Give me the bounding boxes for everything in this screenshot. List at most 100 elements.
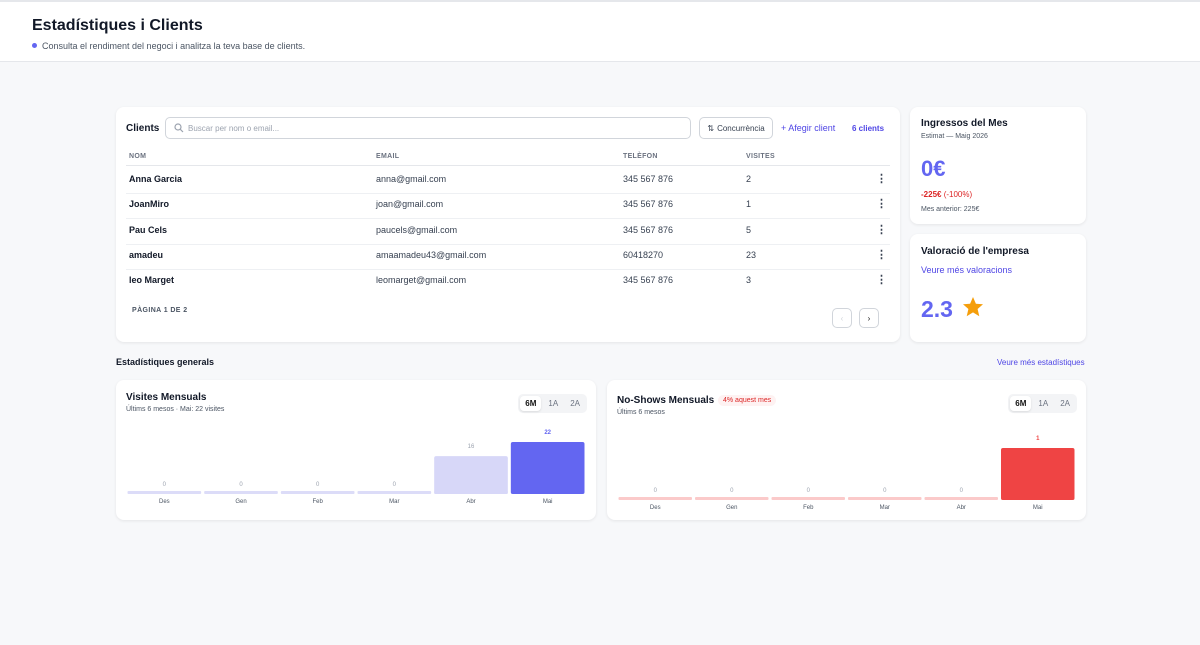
bar-baseline xyxy=(280,491,355,494)
table-cell: 345 567 876 xyxy=(623,199,674,210)
bar-chart: 0 Des 0 Gen 0 Feb 0 Mar 16 Abr 22 Mai xyxy=(127,430,585,505)
rating-title: Valoració de l'empresa xyxy=(921,246,1029,257)
x-tick-label: Mai xyxy=(1033,505,1043,511)
range-option[interactable]: 2A xyxy=(570,399,580,408)
table-cell: 345 567 876 xyxy=(623,224,674,235)
range-option[interactable]: 1A xyxy=(1038,399,1049,408)
bar-baseline xyxy=(848,497,922,500)
bar-baseline xyxy=(357,491,432,494)
rating-value: 2.3 xyxy=(921,296,953,322)
table-cell: Anna Garcia xyxy=(129,174,183,184)
income-change-pct: (-100%) xyxy=(943,190,973,199)
next-page[interactable]: › xyxy=(859,308,879,328)
sort-label: Concurrència xyxy=(717,123,765,133)
column-header: TELÈFON xyxy=(623,153,658,160)
search-placeholder: Buscar per nom o email... xyxy=(188,123,280,133)
prev-page[interactable]: ‹ xyxy=(832,308,852,328)
search-input[interactable]: Buscar per nom o email... xyxy=(165,117,691,139)
chart-title: Visites Mensuals xyxy=(126,392,207,403)
range-option[interactable]: 6M xyxy=(1010,396,1032,411)
value-label: 0 xyxy=(163,482,167,488)
value-label: 0 xyxy=(960,488,964,494)
row-divider xyxy=(126,193,890,194)
table-cell: paucels@gmail.com xyxy=(376,224,458,235)
bar-chart: 0 Des 0 Gen 0 Feb 0 Mar 0 Abr 1 Mai xyxy=(618,436,1075,511)
table-cell: amadeu xyxy=(129,249,164,260)
bar-baseline xyxy=(771,497,845,500)
sort-button[interactable]: ⇅ Concurrència xyxy=(699,117,773,139)
column-header: EMAIL xyxy=(376,153,400,160)
value-label: 0 xyxy=(730,488,734,494)
bar xyxy=(510,442,585,494)
row-menu[interactable]: ⋮ xyxy=(876,248,887,261)
value-label: 0 xyxy=(316,482,320,488)
row-menu[interactable]: ⋮ xyxy=(876,274,887,287)
header-divider xyxy=(126,165,890,166)
range-selector: 6M 1A 2A xyxy=(1008,394,1077,413)
x-tick-label: Feb xyxy=(803,505,814,511)
bar-baseline xyxy=(924,497,998,500)
chart-badge: 4% aquest mes xyxy=(718,395,777,406)
bar-baseline xyxy=(618,497,692,500)
x-tick-label: Mai xyxy=(543,499,553,505)
income-card: Ingressos del Mes Estimat — Maig 2026 0€… xyxy=(910,107,1086,224)
x-tick-label: Des xyxy=(159,499,170,505)
range-selector: 6M 1A 2A xyxy=(518,394,587,413)
table-cell: 3 xyxy=(746,275,752,286)
bar-baseline xyxy=(204,491,278,494)
page-subtitle: Consulta el rendiment del negoci i anali… xyxy=(42,41,306,51)
table-cell: 1 xyxy=(746,199,752,210)
value-label: 0 xyxy=(807,488,811,494)
range-option[interactable]: 1A xyxy=(548,399,559,408)
row-menu[interactable]: ⋮ xyxy=(876,173,887,185)
value-label: 0 xyxy=(239,482,243,488)
income-subtitle: Estimat — Maig 2026 xyxy=(921,133,988,140)
clients-card: Clients Buscar per nom o email... ⇅ Concu… xyxy=(116,107,900,342)
income-value: 0€ xyxy=(921,156,946,181)
column-header: VISITES xyxy=(746,153,775,160)
row-divider xyxy=(126,268,890,270)
table-cell: joan@gmail.com xyxy=(376,199,444,210)
table-cell: amaamadeu43@gmail.com xyxy=(376,249,487,260)
star-icon xyxy=(963,297,983,317)
rating-link[interactable]: Veure més valoracions xyxy=(921,265,1013,275)
value-label: 1 xyxy=(1036,436,1040,442)
add-client[interactable]: + Afegir client xyxy=(781,123,836,133)
bar xyxy=(434,456,508,494)
bar-baseline xyxy=(127,491,202,494)
table-cell: 2 xyxy=(746,174,752,184)
x-tick-label: Gen xyxy=(235,499,246,505)
income-change: -225€ xyxy=(921,190,942,199)
bullet xyxy=(32,43,37,48)
x-tick-label: Des xyxy=(650,505,661,511)
clients-title: Clients xyxy=(126,123,160,134)
search-icon xyxy=(174,123,184,133)
chart-subtitle: Últims 6 mesos · Mai: 22 visites xyxy=(126,406,225,413)
x-tick-label: Feb xyxy=(312,499,323,505)
table-cell: 5 xyxy=(746,224,752,235)
value-label: 0 xyxy=(393,482,397,488)
x-tick-label: Mar xyxy=(880,505,890,511)
chart-card: Visites Mensuals Últims 6 mesos · Mai: 22… xyxy=(116,380,596,520)
row-menu[interactable]: ⋮ xyxy=(876,223,887,236)
x-tick-label: Abr xyxy=(957,505,966,511)
range-option[interactable]: 6M xyxy=(520,396,542,411)
x-tick-label: Gen xyxy=(726,505,737,511)
header: Estadístiques i Clients Consulta el rend… xyxy=(0,0,1200,62)
row-divider xyxy=(126,218,890,220)
bar-baseline xyxy=(695,497,769,500)
rating-card: Valoració de l'empresa Veure més valorac… xyxy=(910,234,1086,342)
income-title: Ingressos del Mes xyxy=(921,118,1008,129)
table-cell: leo Marget xyxy=(129,275,175,286)
row-divider xyxy=(126,243,890,245)
chart-subtitle: Últims 6 mesos xyxy=(617,409,665,416)
stats-link[interactable]: Veure més estadístiques xyxy=(997,358,1085,367)
row-menu[interactable]: ⋮ xyxy=(876,198,887,211)
bar xyxy=(1001,448,1075,500)
chart-card: No-Shows Mensuals 4% aquest mes Últims 6 m… xyxy=(607,380,1086,520)
value-label: 0 xyxy=(883,488,887,494)
range-option[interactable]: 2A xyxy=(1060,399,1070,408)
x-tick-label: Mar xyxy=(389,499,399,505)
table-cell: 345 567 876 xyxy=(623,275,674,286)
